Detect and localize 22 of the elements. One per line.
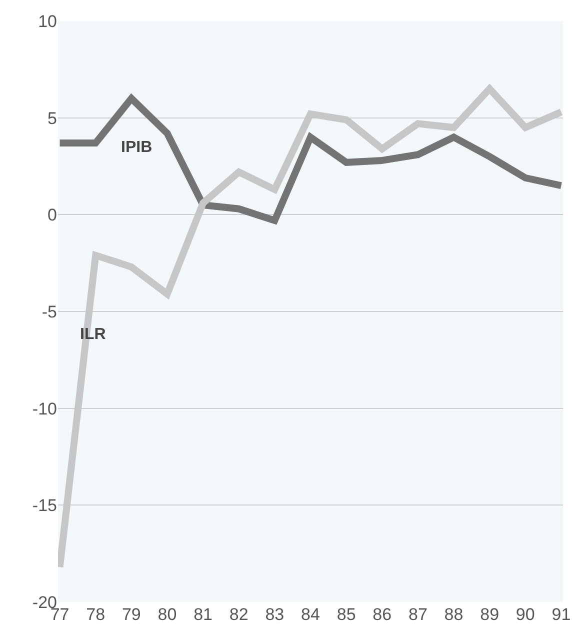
x-tick-label: 89 — [480, 605, 500, 624]
x-tick-label: 81 — [194, 605, 213, 624]
x-tick-label: 85 — [336, 605, 356, 624]
x-tick-label: 84 — [301, 605, 320, 624]
x-tick-label: 78 — [86, 605, 106, 624]
y-tick-label: 0 — [48, 206, 57, 225]
x-tick-label: 87 — [408, 605, 428, 624]
y-tick-label: 5 — [48, 108, 57, 128]
x-tick-label: 83 — [265, 605, 284, 624]
x-tick-label: 82 — [229, 605, 248, 624]
y-tick-label: -15 — [32, 496, 57, 516]
x-tick-label: 90 — [516, 605, 535, 624]
y-tick-label: -10 — [32, 399, 57, 418]
x-tick-label: 79 — [122, 605, 141, 624]
x-tick-label: 88 — [444, 605, 464, 624]
x-tick-label: 91 — [552, 605, 571, 624]
y-tick-label: -5 — [42, 302, 57, 322]
y-tick-label: 10 — [38, 12, 57, 31]
x-tick-label: 80 — [158, 605, 177, 624]
series-label: IPIB — [121, 139, 152, 156]
x-tick-label: 86 — [372, 605, 392, 624]
series-label: ILR — [80, 326, 106, 343]
